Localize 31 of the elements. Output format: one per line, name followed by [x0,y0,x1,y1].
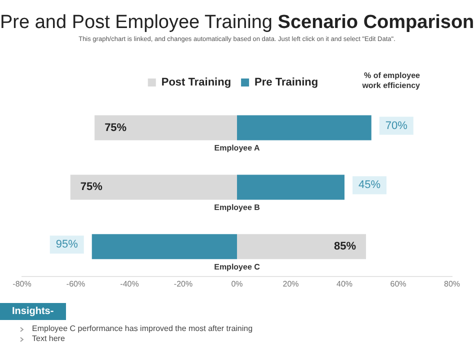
y-tick-label: Employee A [214,143,260,152]
annotation: 95% [56,238,78,251]
x-tick-label: -80% [12,279,32,288]
bar [237,234,366,260]
bar [237,115,372,140]
x-tick-label: 0% [231,279,243,288]
legend-label: Post Training [161,76,232,89]
y-tick-label: Employee C [214,262,260,272]
x-tick-label: 60% [390,279,406,288]
bar [237,174,344,200]
annotation: 75% [104,122,127,134]
bar [92,234,237,260]
legend-label: Pre Training [254,76,318,89]
annotation: 45% [358,179,381,192]
x-tick-label: -20% [174,279,193,288]
x-tick-label: -60% [66,279,86,288]
y-tick-label: Employee B [214,202,260,212]
chart-title: Pre and Post Employee Training Scenario Comparison [0,12,474,33]
text: Insights- [0,303,66,320]
text: Text here [32,334,65,344]
x-tick-label: -40% [120,279,139,288]
annotation: 85% [334,240,356,253]
bar [70,174,237,200]
annotation: 75% [80,181,103,194]
text: % of employee work efficiency [361,71,421,90]
annotation: 70% [385,120,408,132]
text: Employee C performance has improved the most after training [32,324,253,334]
x-tick-label: 40% [336,279,353,288]
x-tick-label: 80% [444,279,460,288]
x-tick-label: 20% [282,279,299,288]
bar [94,115,237,140]
